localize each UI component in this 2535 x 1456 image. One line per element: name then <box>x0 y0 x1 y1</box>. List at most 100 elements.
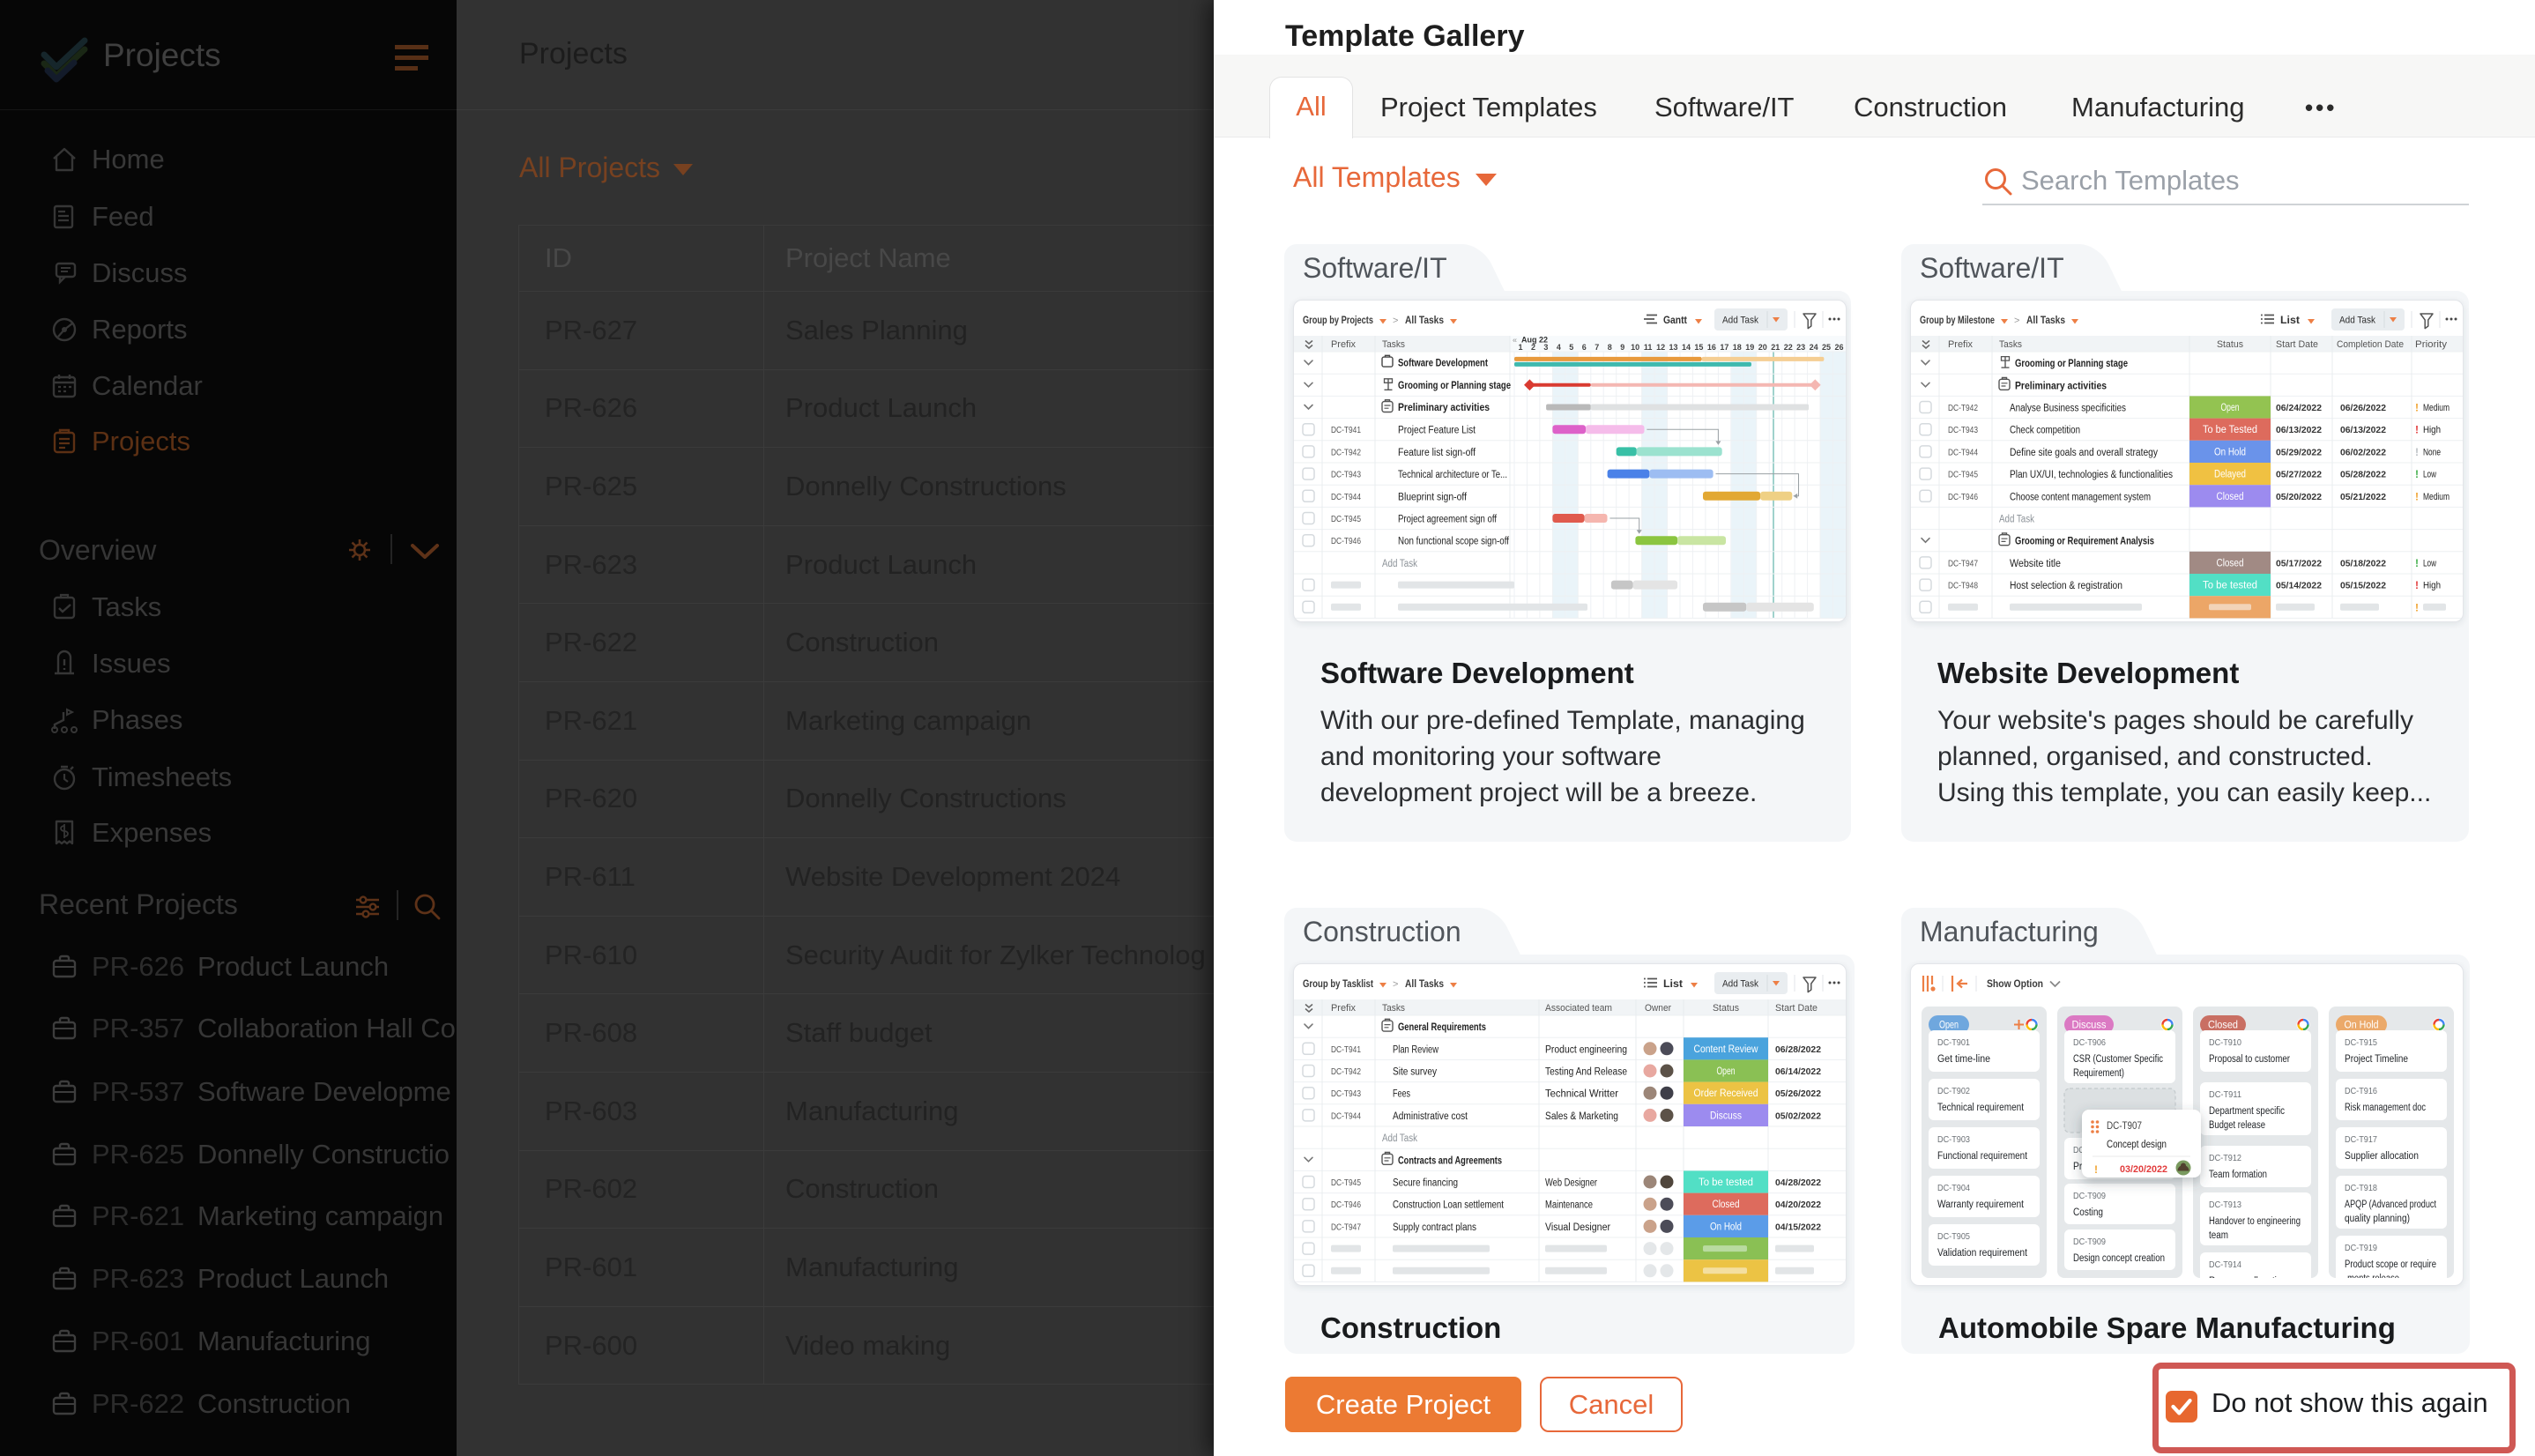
svg-text:Sales & Marketing: Sales & Marketing <box>1545 1111 1618 1122</box>
svg-text:Warranty requirement: Warranty requirement <box>1937 1200 2025 1210</box>
svg-text:Functional requirement: Functional requirement <box>1937 1151 2028 1162</box>
svg-text:Add Task: Add Task <box>1999 515 2034 525</box>
svg-text:Add Task: Add Task <box>1722 979 1758 990</box>
svg-text:Check competition: Check competition <box>2010 426 2080 436</box>
svg-text:>: > <box>2014 316 2019 326</box>
svg-text:!: ! <box>2415 490 2419 502</box>
svg-text:CSR (Customer Specific: CSR (Customer Specific <box>2073 1054 2163 1065</box>
svg-text:Non functional scope sign-off: Non functional scope sign-off <box>1398 537 1510 547</box>
svg-text:05/20/2022: 05/20/2022 <box>2276 492 2322 502</box>
svg-text:05/17/2022: 05/17/2022 <box>2276 558 2322 568</box>
svg-text:Software Development: Software Development <box>1398 359 1488 369</box>
svg-text:Choose content management syst: Choose content management system <box>2010 492 2151 502</box>
svg-text:Prefix: Prefix <box>1948 339 1973 350</box>
svg-text:DC-T909: DC-T909 <box>2073 1191 2106 1201</box>
svg-text:Gantt: Gantt <box>1663 316 1687 326</box>
svg-text:Associated team: Associated team <box>1545 1003 1612 1014</box>
svg-text:DC-T947: DC-T947 <box>1331 1222 1361 1232</box>
svg-text:DC-T901: DC-T901 <box>1937 1037 1970 1048</box>
svg-text:DC-T902: DC-T902 <box>1937 1086 1970 1096</box>
svg-text:1: 1 <box>1518 343 1522 352</box>
svg-text:Preliminary activities: Preliminary activities <box>1398 403 1490 413</box>
svg-text:11: 11 <box>1644 343 1653 352</box>
svg-text:Risk management doc: Risk management doc <box>2345 1103 2426 1113</box>
svg-text:13: 13 <box>1669 343 1677 352</box>
svg-text:05/27/2022: 05/27/2022 <box>2276 470 2322 480</box>
svg-text:Tasks: Tasks <box>1999 339 2022 350</box>
svg-text:On Hold: On Hold <box>2345 1021 2379 1031</box>
svg-text:High: High <box>2423 581 2441 591</box>
svg-text:Testing And Release: Testing And Release <box>1545 1067 1627 1078</box>
svg-text:Validation requirement: Validation requirement <box>1937 1248 2028 1259</box>
svg-text:DC-T946: DC-T946 <box>1331 536 1361 546</box>
svg-text:04/20/2022: 04/20/2022 <box>1775 1200 1821 1210</box>
svg-text:Group by Milestone: Group by Milestone <box>1920 316 1995 326</box>
svg-text:15: 15 <box>1694 343 1703 352</box>
svg-text:Medium: Medium <box>2423 492 2450 502</box>
svg-text:>: > <box>1393 979 1398 990</box>
svg-text:2: 2 <box>1531 343 1535 352</box>
svg-text:APQP (Advanced product: APQP (Advanced product <box>2345 1200 2437 1210</box>
svg-text:All Tasks: All Tasks <box>1405 316 1444 326</box>
svg-text:Project Timeline: Project Timeline <box>2345 1054 2408 1065</box>
svg-text:Host selection & registration: Host selection & registration <box>2010 581 2122 591</box>
svg-text:All Tasks: All Tasks <box>2026 316 2065 326</box>
svg-text:Status: Status <box>1713 1003 1739 1014</box>
svg-text:DC-T909: DC-T909 <box>2073 1237 2106 1247</box>
svg-text:Project Feature List: Project Feature List <box>1398 426 1476 436</box>
svg-text:Aug 22: Aug 22 <box>1521 336 1548 345</box>
svg-text:Order Received: Order Received <box>1694 1088 1758 1099</box>
svg-text:Supply contract plans: Supply contract plans <box>1393 1222 1476 1233</box>
svg-text:Preliminary activities: Preliminary activities <box>2015 381 2107 391</box>
svg-text:05/26/2022: 05/26/2022 <box>1775 1088 1821 1099</box>
svg-text:Product engineering: Product engineering <box>1545 1044 1627 1055</box>
svg-text:9: 9 <box>1620 343 1624 352</box>
svg-text:General Requirements: General Requirements <box>1398 1022 1486 1033</box>
svg-text:DC-T944: DC-T944 <box>1331 492 1361 502</box>
svg-text:03/20/2022: 03/20/2022 <box>2120 1164 2167 1175</box>
svg-text:Maintenance: Maintenance <box>1545 1200 1593 1211</box>
svg-text:-ments release: -ments release <box>2345 1274 2399 1284</box>
svg-text:DC-T947: DC-T947 <box>1948 558 1978 568</box>
svg-text:DC-T915: DC-T915 <box>2345 1037 2377 1048</box>
svg-text:>: > <box>1393 316 1398 326</box>
svg-text:06/26/2022: 06/26/2022 <box>2340 403 2386 413</box>
svg-text:Blueprint sign-off: Blueprint sign-off <box>1398 492 1468 502</box>
svg-text:14: 14 <box>1682 343 1691 352</box>
svg-text:DC-T919: DC-T919 <box>2345 1243 2377 1253</box>
svg-text:DC-T917: DC-T917 <box>2345 1134 2377 1145</box>
svg-text:Open: Open <box>2221 403 2240 413</box>
svg-text:06/02/2022: 06/02/2022 <box>2340 447 2386 457</box>
svg-text:17: 17 <box>1720 343 1728 352</box>
svg-text:19: 19 <box>1745 343 1754 352</box>
svg-text:Requirement): Requirement) <box>2073 1068 2124 1079</box>
svg-text:Delayed: Delayed <box>2214 470 2246 480</box>
svg-text:06/13/2022: 06/13/2022 <box>2276 425 2322 435</box>
svg-text:Closed: Closed <box>1713 1200 1740 1210</box>
svg-text:23: 23 <box>1796 343 1805 352</box>
svg-text:Grooming or Requirement Analys: Grooming or Requirement Analysis <box>2015 537 2154 547</box>
svg-text:DC-T948: DC-T948 <box>1948 581 1978 591</box>
svg-text:7: 7 <box>1595 343 1599 352</box>
svg-text:Grooming or Planning stage: Grooming or Planning stage <box>1398 381 1511 391</box>
svg-text:List: List <box>2280 316 2300 326</box>
svg-text:Add Task: Add Task <box>2339 316 2375 326</box>
svg-text:Closed: Closed <box>2217 492 2244 502</box>
svg-text:DC-T945: DC-T945 <box>1331 514 1361 524</box>
svg-text:!: ! <box>2415 402 2419 414</box>
svg-text:Product scope or require: Product scope or require <box>2345 1259 2436 1270</box>
svg-text:3: 3 <box>1543 343 1548 352</box>
svg-text:21: 21 <box>1771 343 1780 352</box>
svg-text:Administrative cost: Administrative cost <box>1393 1111 1468 1122</box>
svg-text:06/14/2022: 06/14/2022 <box>1775 1066 1821 1077</box>
svg-text:DC-T912: DC-T912 <box>2209 1153 2241 1163</box>
svg-text:05/29/2022: 05/29/2022 <box>2276 447 2322 457</box>
svg-text:Group by Projects: Group by Projects <box>1303 316 1373 326</box>
svg-text:Closed: Closed <box>2217 558 2244 568</box>
svg-text:Show Option: Show Option <box>1987 979 2043 990</box>
svg-text:To be Tested: To be Tested <box>2203 425 2257 435</box>
svg-text:DC-T914: DC-T914 <box>2209 1259 2241 1270</box>
svg-text:To be tested: To be tested <box>2203 581 2257 591</box>
svg-text:Low: Low <box>2423 558 2436 568</box>
svg-text:quality planning): quality planning) <box>2345 1214 2410 1224</box>
